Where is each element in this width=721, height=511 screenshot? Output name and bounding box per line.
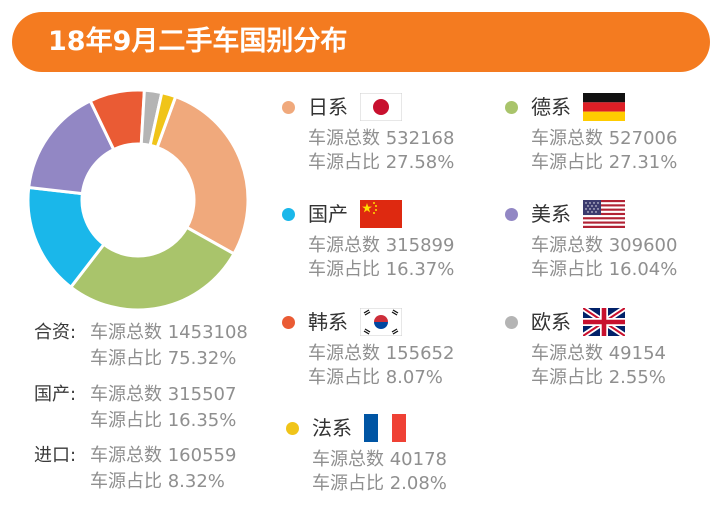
legend-count: 车源总数 49154 [531,343,666,364]
legend-percent: 车源占比 16.37% [308,259,455,280]
legend-percent: 车源占比 27.31% [531,152,678,173]
legend-item-france: 法系 车源总数 40178 车源占比 2.08% [286,410,486,500]
legend-label: 欧系 [531,310,571,334]
summary-category: 合资: [34,322,77,343]
legend-color-dot [505,208,518,221]
legend-count: 车源总数 315899 [308,235,455,256]
legend-item-korea: 韩系 车源总数 155652 车源占比 8.07% [282,304,482,394]
legend-color-dot [282,316,295,329]
donut-slice [148,90,178,150]
legend-label: 韩系 [308,310,348,334]
legend-item-europe: 欧系 车源总数 49154 车源占比 2.55% [505,304,705,394]
legend-percent: 车源占比 8.07% [308,367,443,388]
china-flag-icon [360,200,402,228]
legend-count: 车源总数 309600 [531,235,678,256]
legend-color-dot [505,316,518,329]
legend-label: 德系 [531,95,571,119]
legend-color-dot [286,422,299,435]
legend-color-dot [282,208,295,221]
legend-label: 美系 [531,202,571,226]
legend-count: 车源总数 155652 [308,343,455,364]
page-title: 18年9月二手车国别分布 [48,26,348,57]
summary-percent: 车源占比 16.35% [90,410,237,431]
summary-count: 车源总数 160559 [90,445,237,466]
legend-item-china: 国产 车源总数 315899 车源占比 16.37% [282,196,482,286]
legend-percent: 车源占比 2.55% [531,367,666,388]
legend-percent: 车源占比 27.58% [308,152,455,173]
summary-percent: 车源占比 75.32% [90,348,237,369]
summary-percent: 车源占比 8.32% [90,471,225,492]
legend-percent: 车源占比 2.08% [312,473,447,494]
legend-item-usa: 美系 车源总数 309600 车源占比 16.04% [505,196,705,286]
donut-slice [155,94,250,256]
summary-category: 国产: [34,384,77,405]
legend-count: 车源总数 527006 [531,128,678,149]
legend-label: 国产 [308,202,348,226]
legend-count: 车源总数 40178 [312,449,447,470]
usa-flag-icon [583,200,625,228]
legend-label: 日系 [308,95,348,119]
germany-flag-icon [583,93,625,121]
donut-chart [26,88,250,312]
legend-color-dot [282,101,295,114]
france-flag-icon [364,414,406,442]
korea-flag-icon [360,308,402,336]
summary-count: 车源总数 315507 [90,384,237,405]
legend-percent: 车源占比 16.04% [531,259,678,280]
legend-count: 车源总数 532168 [308,128,455,149]
summary-category: 进口: [34,445,77,466]
donut-slice [68,225,236,312]
uk-flag-icon [583,308,625,336]
japan-flag-icon [360,93,402,121]
summary-count: 车源总数 1453108 [90,322,248,343]
title-banner: 18年9月二手车国别分布 [12,12,710,72]
legend-label: 法系 [312,416,352,440]
legend-color-dot [505,101,518,114]
legend-item-japan: 日系 车源总数 532168 车源占比 27.58% [282,89,482,179]
legend-item-germany: 德系 车源总数 527006 车源占比 27.31% [505,89,705,179]
